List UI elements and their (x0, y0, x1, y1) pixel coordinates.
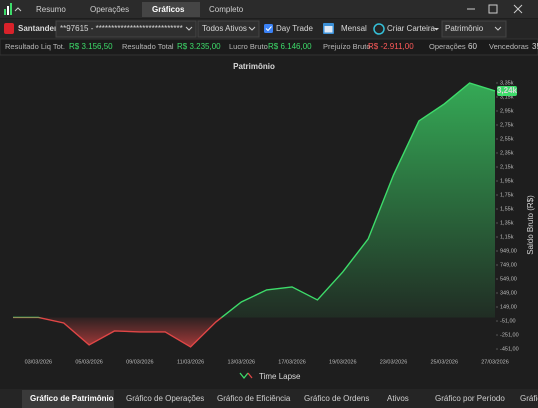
day-trade-checkbox[interactable] (264, 24, 273, 33)
stat-value: R$ -2.911,00 (368, 42, 414, 51)
top-tab[interactable]: Resumo (36, 5, 66, 14)
y-tick-label: 2,55k (500, 136, 514, 142)
y-axis-label: Saldo Bruto (R$) (526, 195, 535, 255)
active-tab-bg (142, 2, 200, 17)
bottom-tab[interactable]: Gráfico de Ordens (304, 394, 369, 403)
stat-label: Operações (429, 42, 466, 51)
x-tick-label: 11/03/2026 (177, 359, 204, 365)
active-tab-bg (22, 390, 114, 408)
x-tick-label: 17/03/2026 (278, 359, 306, 365)
y-tick-label: 3,35k (500, 80, 514, 86)
bottom-tab[interactable]: Gráfico de Operações (126, 394, 204, 403)
y-tick-label: -451,00 (500, 346, 519, 352)
y-tick-label: 749,00 (500, 262, 517, 268)
line (13, 82, 496, 348)
legend-icon (239, 372, 249, 380)
legend-label: Time Lapse (259, 372, 301, 381)
stat-label: Lucro Bruto (229, 42, 268, 51)
stat-value: R$ 3.156,50 (69, 42, 113, 51)
legend-icon (247, 372, 253, 379)
y-tick-label: 349,00 (500, 290, 517, 296)
dropdown-arrow (434, 28, 439, 31)
x-tick-label: 03/03/2026 (25, 359, 53, 365)
top-tab[interactable]: Operações (90, 5, 129, 14)
y-tick-label: -51,00 (500, 318, 516, 324)
chart-title: Patrimônio (233, 62, 275, 71)
view-select[interactable] (441, 20, 507, 38)
y-tick-label: 2,75k (500, 122, 514, 128)
x-tick-label: 25/03/2026 (430, 359, 458, 365)
create-portfolio[interactable]: Criar Carteira (387, 24, 436, 33)
y-tick-label: 2,95k (500, 108, 514, 114)
x-tick-label: 23/03/2026 (380, 359, 408, 365)
bottom-tab[interactable]: Gráfico de Patrimônio (30, 394, 114, 403)
bottom-tab[interactable]: Gráfico (520, 394, 538, 403)
x-tick-label: 05/03/2026 (75, 359, 103, 365)
bottom-tab[interactable]: Gráfico por Período (435, 394, 505, 403)
stat-label: Vencedoras (489, 42, 529, 51)
y-tick-label: 1,55k (500, 206, 514, 212)
y-tick-label: 1,35k (500, 220, 514, 226)
y-tick-label: 549,00 (500, 276, 517, 282)
check-mark (265, 26, 272, 32)
y-tick-label: 2,15k (500, 164, 514, 170)
y-tick-label: 2,35k (500, 150, 514, 156)
y-tick-label: 149,00 (500, 304, 517, 310)
day-trade: Day Trade (276, 24, 313, 33)
stat-value: 60 (468, 42, 477, 51)
x-tick-label: 09/03/2026 (126, 359, 154, 365)
period[interactable]: Mensal (341, 24, 367, 33)
area (13, 82, 495, 347)
x-tick-label: 19/03/2026 (329, 359, 357, 365)
x-tick-label: 13/03/2026 (228, 359, 256, 365)
y-tick-label: -251,00 (500, 332, 519, 338)
bottom-tab-bar (0, 389, 538, 408)
assets: Todos Ativos (202, 24, 247, 33)
portfolio-icon (373, 23, 385, 35)
calendar-icon[interactable] (323, 23, 334, 34)
dropdown-arrow (494, 26, 502, 31)
x-tick-label: 27/03/2026 (481, 359, 509, 365)
account-select[interactable] (55, 20, 197, 38)
y-tick-label: 1,15k (500, 234, 514, 240)
y-tick-label: 1,75k (500, 192, 514, 198)
stats-bar (0, 38, 538, 56)
y-tick-label: 949,00 (500, 248, 517, 254)
stat-value: R$ 3.235,00 (177, 42, 221, 51)
top-bar (0, 0, 538, 18)
dropdown-arrow (248, 26, 256, 31)
assets-select[interactable] (197, 20, 260, 38)
y-tick-label: 1,95k (500, 178, 514, 184)
stat-label: Resultado Liq Tot. (5, 42, 65, 51)
y-tick-label: 3,15k (500, 94, 514, 100)
stat-value: 35 (532, 42, 538, 51)
stat-value: R$ 6.146,00 (268, 42, 312, 51)
dropdown-arrow (185, 26, 193, 31)
window-controls (467, 4, 523, 14)
broker-logo (4, 23, 14, 34)
stat-label: Resultado Total (122, 42, 174, 51)
bottom-tab[interactable]: Ativos (387, 394, 409, 403)
value-label: 3,24k (497, 86, 518, 95)
account: **97615 - **************************** (60, 24, 183, 33)
top-tab[interactable]: Gráficos (152, 5, 185, 14)
top-tab[interactable]: Completo (209, 5, 244, 14)
broker[interactable]: Santander (18, 24, 57, 33)
stat-label: Prejuízo Bruto (323, 42, 371, 51)
bottom-tab[interactable]: Gráfico de Eficiência (217, 394, 291, 403)
value-label-bg (497, 85, 517, 96)
app-icon (4, 3, 22, 15)
view: Patrimônio (445, 24, 484, 33)
